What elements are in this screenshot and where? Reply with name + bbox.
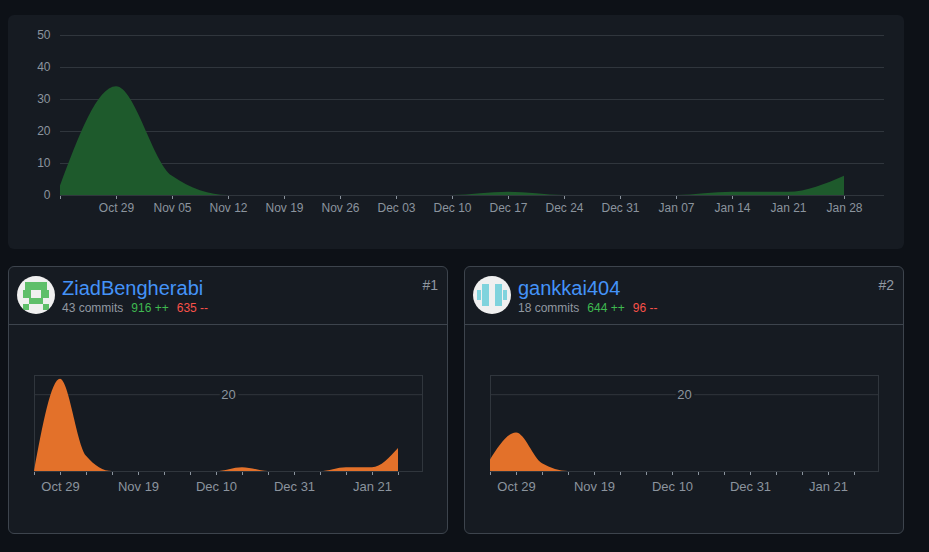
- html-text:635 --: 635 --: [176, 301, 209, 315]
- svg-text:Jan 21: Jan 21: [809, 479, 848, 494]
- html-text:96 --: 96 --: [632, 301, 658, 315]
- svg-text:Dec 03: Dec 03: [377, 201, 415, 215]
- svg-text:Oct 29: Oct 29: [99, 201, 135, 215]
- html-text:644 ++: 644 ++: [587, 301, 625, 315]
- html-text:#2: #2: [878, 277, 894, 293]
- svg-text:20: 20: [221, 387, 235, 402]
- html-text:gankkai404: gankkai404: [518, 277, 621, 299]
- svg-text:0: 0: [44, 188, 51, 202]
- svg-text:Dec 10: Dec 10: [433, 201, 471, 215]
- svg-text:Oct 29: Oct 29: [497, 479, 535, 494]
- svg-text:Jan 14: Jan 14: [714, 201, 750, 215]
- svg-text:Nov 12: Nov 12: [209, 201, 247, 215]
- html-text:18 commits: 18 commits: [518, 301, 580, 315]
- svg-text:Dec 10: Dec 10: [196, 479, 237, 494]
- svg-text:Dec 17: Dec 17: [489, 201, 527, 215]
- svg-text:20: 20: [37, 124, 51, 138]
- html-text:ZiadBengherabi: ZiadBengherabi: [62, 277, 204, 299]
- svg-text:Nov 19: Nov 19: [118, 479, 159, 494]
- svg-text:50: 50: [37, 28, 51, 42]
- svg-text:Nov 19: Nov 19: [574, 479, 615, 494]
- svg-text:Jan 28: Jan 28: [826, 201, 862, 215]
- svg-text:Nov 26: Nov 26: [321, 201, 359, 215]
- svg-text:10: 10: [37, 156, 51, 170]
- svg-text:40: 40: [37, 60, 51, 74]
- html-text:916 ++: 916 ++: [131, 301, 169, 315]
- svg-text:Dec 31: Dec 31: [730, 479, 771, 494]
- svg-text:Dec 31: Dec 31: [601, 201, 639, 215]
- svg-text:Jan 21: Jan 21: [353, 479, 392, 494]
- svg-text:20: 20: [677, 387, 691, 402]
- svg-text:Oct 29: Oct 29: [41, 479, 79, 494]
- svg-text:Jan 21: Jan 21: [770, 201, 806, 215]
- svg-text:Jan 07: Jan 07: [658, 201, 694, 215]
- svg-text:Dec 31: Dec 31: [274, 479, 315, 494]
- html-text:#1: #1: [422, 277, 438, 293]
- svg-text:30: 30: [37, 92, 51, 106]
- svg-text:Nov 05: Nov 05: [153, 201, 191, 215]
- html-text:43 commits: 43 commits: [62, 301, 124, 315]
- svg-text:Dec 24: Dec 24: [545, 201, 583, 215]
- svg-text:Nov 19: Nov 19: [265, 201, 303, 215]
- svg-text:Dec 10: Dec 10: [652, 479, 693, 494]
